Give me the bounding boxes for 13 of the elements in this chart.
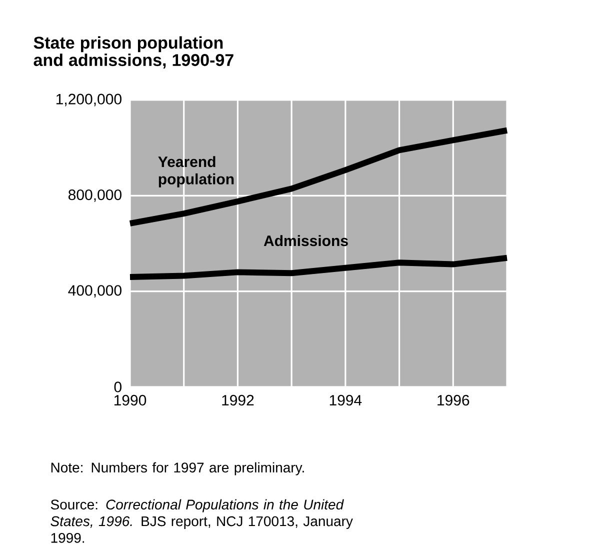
text: Note: Numbers for 1997 are preliminary. <box>51 462 304 476</box>
text: Source: Correctional Populations in the United States, 1996. BJS report, NCJ 170013, January 1999. <box>50 499 353 543</box>
y-tick-label: 400,000 <box>68 285 122 298</box>
series-label: Admissions <box>264 235 348 246</box>
series-label: Yearend population <box>158 156 234 188</box>
x-tick-label: 1990 <box>114 394 146 406</box>
x-tick-label: 1994 <box>330 394 362 406</box>
chart-title: State prison population and admissions, 1990-97 <box>34 36 234 69</box>
y-tick-label: 800,000 <box>68 189 122 202</box>
x-tick-label: 1996 <box>438 394 470 406</box>
x-tick-label: 1992 <box>222 394 254 406</box>
y-tick-label: 1,200,000 <box>56 94 122 106</box>
y-tick-label: 0 <box>114 382 122 392</box>
